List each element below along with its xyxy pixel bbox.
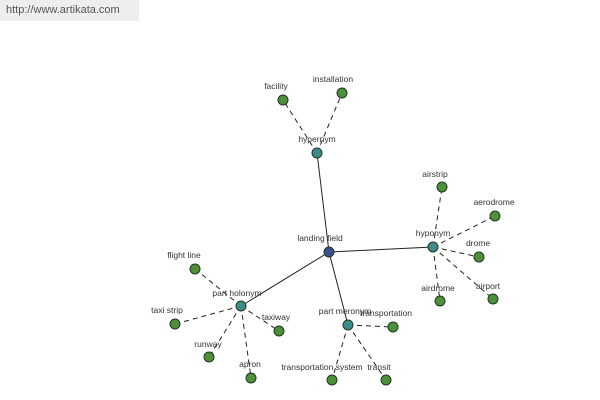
dashed-edge [347,324,394,328]
node-label: aerodrome [473,197,514,207]
node-label: hyponym [416,228,451,238]
node [434,295,446,307]
dashed-edge [331,324,349,381]
node-label: hypernym [298,134,335,144]
node-label: transportation system [281,362,362,372]
dashed-edge [208,305,242,358]
node [323,246,335,258]
node [189,263,201,275]
edges [174,92,496,381]
node-label: part holonym [212,288,261,298]
node-label: facility [264,81,288,91]
node [245,372,257,384]
node-label: runway [194,339,222,349]
node-label: transit [367,362,391,372]
node-label: airdrome [421,283,455,293]
node [273,325,285,337]
node [169,318,181,330]
node-label: taxiway [262,312,291,322]
labels: landing field hypernym facility installatio… [151,74,515,372]
dashed-edge [432,246,494,300]
node-label: flight line [167,250,201,260]
node [326,374,338,386]
node-label: drome [466,238,490,248]
node [473,251,485,263]
node [436,181,448,193]
nodes [169,87,501,386]
edge [328,251,349,326]
node [489,210,501,222]
node [380,374,392,386]
dashed-edge [432,186,443,248]
node [203,351,215,363]
dashed-edge [347,324,387,381]
node [311,147,323,159]
node [487,293,499,305]
dashed-edge [432,215,496,248]
node-label: transportation [360,308,412,318]
dashed-edge [432,246,480,258]
node [277,94,289,106]
node [427,241,439,253]
edge [240,251,330,307]
node-label: apron [239,359,261,369]
node [336,87,348,99]
node-label: airstrip [422,169,448,179]
dashed-edge [174,305,242,325]
dashed-edge [282,99,318,154]
edge [328,246,434,253]
dashed-edge [240,305,280,332]
dashed-edge [194,268,242,307]
node-label: installation [313,74,353,84]
site-url[interactable]: http://www.artikata.com [0,0,139,21]
node-label: airport [476,281,501,291]
node [235,300,247,312]
dashed-edge [432,246,441,302]
node [387,321,399,333]
node [342,319,354,331]
dashed-edge [240,305,252,379]
node-label: landing field [297,233,343,243]
node-label: taxi strip [151,305,183,315]
node-label: part meronym [319,306,371,316]
edge [316,152,330,253]
dashed-edge [316,92,343,154]
